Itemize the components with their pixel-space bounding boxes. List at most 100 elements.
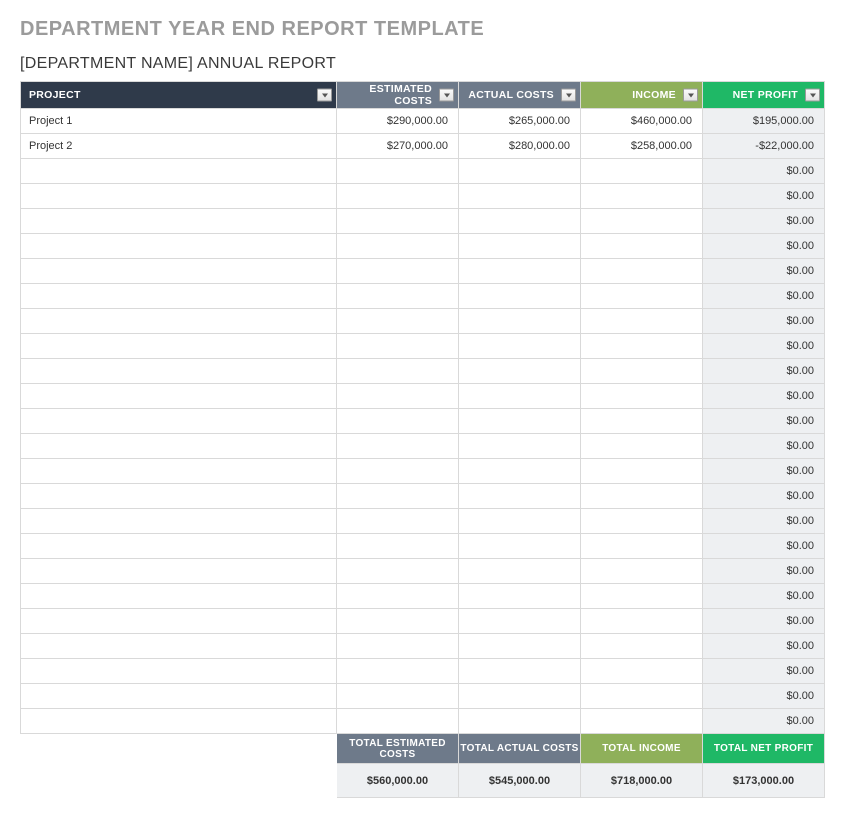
cell-net[interactable]: $0.00 xyxy=(703,459,825,484)
cell-project[interactable]: Project 2 xyxy=(21,134,337,159)
cell-income[interactable] xyxy=(581,709,703,734)
cell-project[interactable] xyxy=(21,309,337,334)
cell-project[interactable] xyxy=(21,709,337,734)
cell-income[interactable] xyxy=(581,309,703,334)
cell-net[interactable]: $0.00 xyxy=(703,384,825,409)
cell-estimated[interactable] xyxy=(337,409,459,434)
col-header-income[interactable]: INCOME xyxy=(581,82,703,109)
cell-net[interactable]: $0.00 xyxy=(703,409,825,434)
cell-net[interactable]: -$22,000.00 xyxy=(703,134,825,159)
cell-net[interactable]: $0.00 xyxy=(703,559,825,584)
cell-income[interactable] xyxy=(581,259,703,284)
cell-project[interactable] xyxy=(21,459,337,484)
cell-actual[interactable] xyxy=(459,509,581,534)
cell-income[interactable] xyxy=(581,334,703,359)
cell-project[interactable] xyxy=(21,559,337,584)
cell-estimated[interactable] xyxy=(337,484,459,509)
cell-project[interactable] xyxy=(21,284,337,309)
cell-actual[interactable]: $280,000.00 xyxy=(459,134,581,159)
cell-project[interactable] xyxy=(21,159,337,184)
filter-dropdown-icon[interactable] xyxy=(317,89,332,102)
cell-estimated[interactable] xyxy=(337,284,459,309)
cell-income[interactable] xyxy=(581,509,703,534)
filter-dropdown-icon[interactable] xyxy=(683,89,698,102)
cell-actual[interactable] xyxy=(459,184,581,209)
filter-dropdown-icon[interactable] xyxy=(561,89,576,102)
cell-actual[interactable] xyxy=(459,259,581,284)
col-header-actual[interactable]: ACTUAL COSTS xyxy=(459,82,581,109)
cell-income[interactable]: $258,000.00 xyxy=(581,134,703,159)
cell-net[interactable]: $195,000.00 xyxy=(703,109,825,134)
cell-net[interactable]: $0.00 xyxy=(703,184,825,209)
cell-income[interactable] xyxy=(581,159,703,184)
filter-dropdown-icon[interactable] xyxy=(805,89,820,102)
cell-income[interactable] xyxy=(581,584,703,609)
cell-project[interactable] xyxy=(21,434,337,459)
cell-estimated[interactable] xyxy=(337,259,459,284)
cell-net[interactable]: $0.00 xyxy=(703,659,825,684)
cell-net[interactable]: $0.00 xyxy=(703,534,825,559)
cell-income[interactable]: $460,000.00 xyxy=(581,109,703,134)
cell-estimated[interactable] xyxy=(337,584,459,609)
cell-estimated[interactable] xyxy=(337,334,459,359)
cell-estimated[interactable] xyxy=(337,234,459,259)
cell-income[interactable] xyxy=(581,184,703,209)
cell-income[interactable] xyxy=(581,459,703,484)
cell-project[interactable] xyxy=(21,209,337,234)
cell-actual[interactable] xyxy=(459,159,581,184)
cell-actual[interactable] xyxy=(459,209,581,234)
cell-net[interactable]: $0.00 xyxy=(703,359,825,384)
cell-net[interactable]: $0.00 xyxy=(703,609,825,634)
cell-income[interactable] xyxy=(581,384,703,409)
cell-actual[interactable] xyxy=(459,409,581,434)
cell-income[interactable] xyxy=(581,359,703,384)
cell-project[interactable] xyxy=(21,634,337,659)
cell-net[interactable]: $0.00 xyxy=(703,334,825,359)
cell-actual[interactable] xyxy=(459,659,581,684)
col-header-project[interactable]: PROJECT xyxy=(21,82,337,109)
cell-project[interactable] xyxy=(21,234,337,259)
cell-net[interactable]: $0.00 xyxy=(703,309,825,334)
cell-estimated[interactable] xyxy=(337,384,459,409)
cell-project[interactable] xyxy=(21,684,337,709)
cell-actual[interactable] xyxy=(459,359,581,384)
cell-actual[interactable] xyxy=(459,534,581,559)
cell-income[interactable] xyxy=(581,409,703,434)
cell-actual[interactable] xyxy=(459,459,581,484)
cell-actual[interactable] xyxy=(459,559,581,584)
cell-actual[interactable] xyxy=(459,234,581,259)
cell-actual[interactable] xyxy=(459,634,581,659)
filter-dropdown-icon[interactable] xyxy=(439,89,454,102)
cell-actual[interactable] xyxy=(459,384,581,409)
cell-project[interactable] xyxy=(21,609,337,634)
cell-estimated[interactable] xyxy=(337,534,459,559)
col-header-estimated[interactable]: ESTIMATED COSTS xyxy=(337,82,459,109)
cell-project[interactable] xyxy=(21,409,337,434)
cell-estimated[interactable] xyxy=(337,659,459,684)
cell-estimated[interactable] xyxy=(337,359,459,384)
cell-net[interactable]: $0.00 xyxy=(703,259,825,284)
cell-estimated[interactable] xyxy=(337,434,459,459)
cell-estimated[interactable]: $290,000.00 xyxy=(337,109,459,134)
cell-net[interactable]: $0.00 xyxy=(703,434,825,459)
cell-net[interactable]: $0.00 xyxy=(703,284,825,309)
cell-estimated[interactable] xyxy=(337,684,459,709)
cell-actual[interactable]: $265,000.00 xyxy=(459,109,581,134)
cell-project[interactable] xyxy=(21,184,337,209)
cell-project[interactable] xyxy=(21,509,337,534)
cell-estimated[interactable] xyxy=(337,559,459,584)
cell-net[interactable]: $0.00 xyxy=(703,509,825,534)
cell-project[interactable] xyxy=(21,334,337,359)
cell-project[interactable] xyxy=(21,584,337,609)
cell-estimated[interactable] xyxy=(337,209,459,234)
cell-project[interactable] xyxy=(21,659,337,684)
cell-actual[interactable] xyxy=(459,709,581,734)
cell-estimated[interactable] xyxy=(337,609,459,634)
cell-net[interactable]: $0.00 xyxy=(703,709,825,734)
cell-income[interactable] xyxy=(581,559,703,584)
cell-project[interactable]: Project 1 xyxy=(21,109,337,134)
cell-actual[interactable] xyxy=(459,309,581,334)
cell-project[interactable] xyxy=(21,534,337,559)
cell-net[interactable]: $0.00 xyxy=(703,159,825,184)
cell-income[interactable] xyxy=(581,434,703,459)
